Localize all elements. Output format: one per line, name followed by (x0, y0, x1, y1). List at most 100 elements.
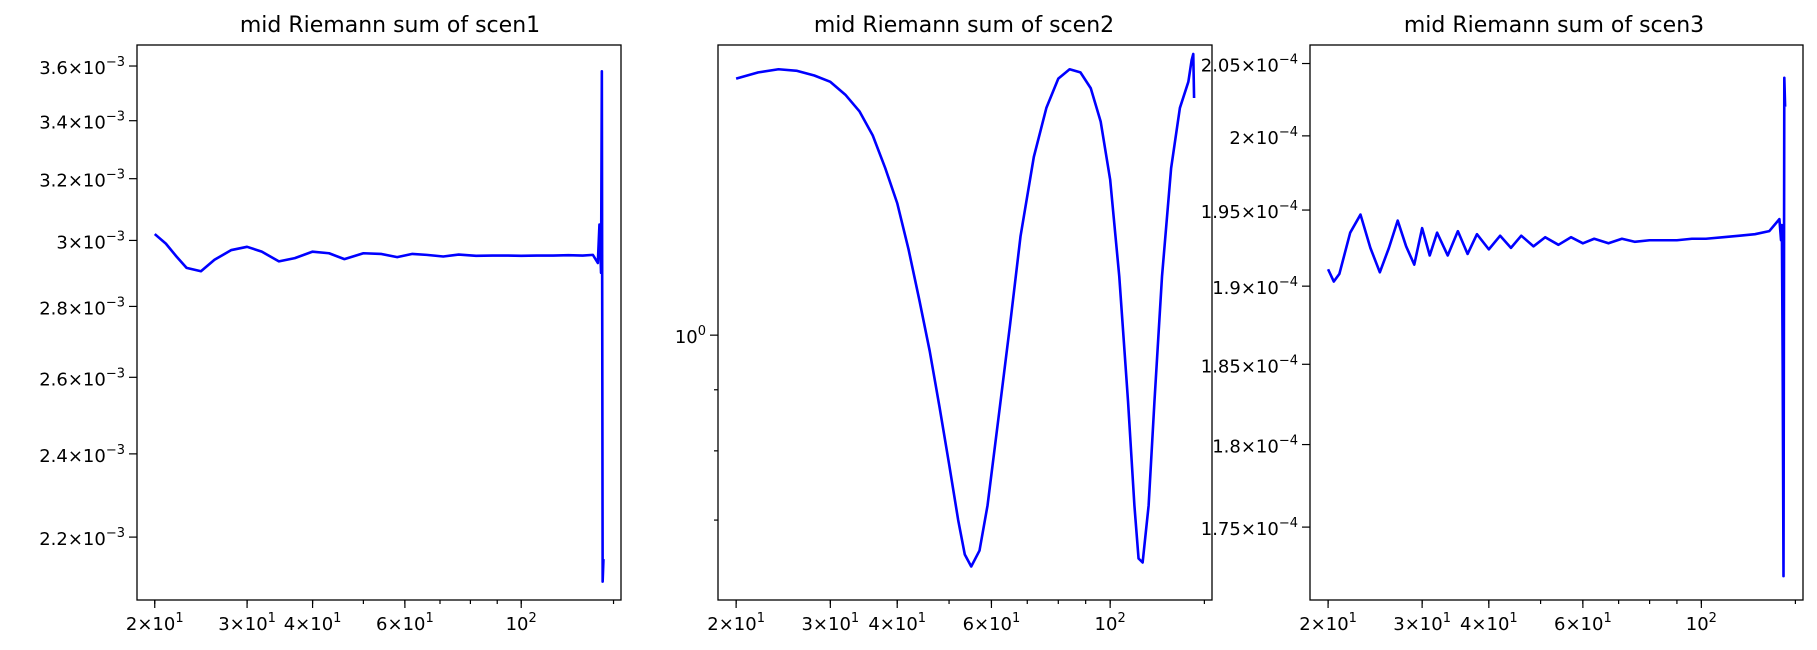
series-line (1326, 76, 1787, 578)
x-tick-label: 4×101 (1460, 611, 1518, 635)
chart-title: mid Riemann sum of scen2 (814, 13, 1114, 38)
x-tick-label-exponent: 1 (1509, 611, 1517, 626)
y-tick-label-base: 3×10 (56, 232, 105, 253)
y-tick-label-exponent: −3 (106, 366, 125, 381)
y-tick-label-base: 2.05×10 (1201, 56, 1279, 77)
y-tick-label-exponent: −3 (106, 55, 125, 70)
subplot-scen2: mid Riemann sum of scen2 2×101 3×101 4×101… (675, 13, 1213, 635)
y-tick-label-exponent: −3 (106, 168, 125, 183)
y-tick-label-exponent: 0 (698, 324, 706, 339)
x-tick-label-base: 3×10 (1393, 614, 1442, 635)
series-line (153, 70, 605, 583)
y-tick-label: 1.95×10−4 (1201, 199, 1298, 223)
y-tick-label-exponent: −4 (1279, 53, 1298, 68)
x-tick-label-base: 10 (1686, 614, 1709, 635)
x-tick-label-exponent: 1 (268, 611, 276, 626)
x-tick-label-exponent: 1 (425, 611, 433, 626)
x-tick-label-exponent: 1 (1443, 611, 1451, 626)
y-tick-label-base: 3.6×10 (39, 58, 106, 79)
x-tick-label-exponent: 1 (757, 611, 765, 626)
y-tick-label: 3×10−3 (56, 229, 125, 253)
x-tick-label: 2×101 (707, 611, 765, 635)
x-tick-label: 3×101 (1393, 611, 1451, 635)
x-tick-label-exponent: 2 (529, 611, 537, 626)
y-tick-label: 3.2×10−3 (39, 168, 125, 192)
x-tick-label-base: 4×10 (1460, 614, 1509, 635)
tick-layer: 2×101 3×101 4×101 6×101 1022.2×10−32.4×10−32… (39, 55, 615, 635)
x-tick-label-base: 4×10 (868, 614, 917, 635)
y-tick-label-base: 2.2×10 (39, 529, 106, 550)
x-tick-label: 2×101 (126, 611, 184, 635)
y-tick-label: 2.05×10−4 (1201, 53, 1298, 77)
y-tick-label: 3.6×10−3 (39, 55, 125, 79)
x-tick-label-base: 4×10 (284, 614, 333, 635)
x-tick-label: 102 (1686, 611, 1717, 635)
y-tick-label-exponent: −4 (1279, 125, 1298, 140)
y-tick-label-exponent: −3 (106, 526, 125, 541)
x-tick-label-exponent: 1 (1012, 611, 1020, 626)
y-tick-label-exponent: −4 (1279, 275, 1298, 290)
x-tick-label: 4×101 (284, 611, 342, 635)
y-tick-label-exponent: −3 (106, 443, 125, 458)
y-tick-label: 2.8×10−3 (39, 295, 125, 319)
x-tick-label-base: 6×10 (1554, 614, 1603, 635)
y-tick-label-exponent: −4 (1279, 434, 1298, 449)
x-tick-label-exponent: 1 (851, 611, 859, 626)
y-tick-label-exponent: −4 (1279, 199, 1298, 214)
y-tick-label: 2.4×10−3 (39, 443, 125, 467)
x-tick-label: 6×101 (376, 611, 434, 635)
x-tick-label-base: 2×10 (1299, 614, 1348, 635)
y-tick-label-base: 10 (675, 327, 698, 348)
y-tick-label: 1.85×10−4 (1201, 353, 1298, 377)
x-tick-label-base: 10 (1095, 614, 1118, 635)
y-tick-label: 2.2×10−3 (39, 526, 125, 550)
y-tick-label-base: 1.75×10 (1201, 519, 1279, 540)
series-line (735, 52, 1196, 568)
chart-title: mid Riemann sum of scen3 (1404, 13, 1704, 38)
x-tick-label-base: 10 (506, 614, 529, 635)
subplot-scen3: mid Riemann sum of scen3 2×101 3×101 4×101… (1201, 13, 1804, 635)
y-tick-label-exponent: −3 (106, 110, 125, 125)
tick-layer: 2×101 3×101 4×101 6×101 1021.75×10−41.8×10−4… (1201, 53, 1796, 635)
x-tick-label-exponent: 1 (1603, 611, 1611, 626)
x-tick-label: 102 (1095, 611, 1126, 635)
x-tick-label: 102 (506, 611, 537, 635)
y-tick-label-base: 1.9×10 (1212, 278, 1279, 299)
x-tick-label-base: 2×10 (707, 614, 756, 635)
x-tick-label-exponent: 2 (1709, 611, 1717, 626)
y-tick-label-base: 1.85×10 (1201, 356, 1279, 377)
x-tick-label-exponent: 2 (1117, 611, 1125, 626)
plot-frame (1309, 44, 1804, 601)
y-tick-label: 2×10−4 (1229, 125, 1298, 149)
x-tick-label-base: 3×10 (801, 614, 850, 635)
y-tick-label-base: 3.2×10 (39, 171, 106, 192)
y-tick-label-exponent: −3 (106, 295, 125, 310)
x-tick-label: 4×101 (868, 611, 926, 635)
y-tick-label-base: 2.4×10 (39, 446, 106, 467)
x-tick-label: 3×101 (218, 611, 276, 635)
y-tick-label-base: 1.8×10 (1212, 437, 1279, 458)
x-tick-label-base: 2×10 (126, 614, 175, 635)
y-tick-label: 2.6×10−3 (39, 366, 125, 390)
y-tick-label-base: 1.95×10 (1201, 202, 1279, 223)
y-tick-label-exponent: −4 (1279, 516, 1298, 531)
x-tick-label-base: 3×10 (218, 614, 267, 635)
x-tick-label-base: 6×10 (963, 614, 1012, 635)
plot-frame (136, 44, 622, 601)
y-tick-label-base: 2.6×10 (39, 369, 106, 390)
x-tick-label: 6×101 (1554, 611, 1612, 635)
y-tick-label-base: 2×10 (1229, 128, 1278, 149)
y-tick-label-base: 2.8×10 (39, 298, 106, 319)
y-tick-label: 100 (675, 324, 706, 348)
x-tick-label: 2×101 (1299, 611, 1357, 635)
y-tick-label: 1.75×10−4 (1201, 516, 1298, 540)
y-tick-label: 3.4×10−3 (39, 110, 125, 134)
y-tick-label-exponent: −4 (1279, 353, 1298, 368)
x-tick-label-base: 6×10 (376, 614, 425, 635)
chart-title: mid Riemann sum of scen1 (240, 13, 540, 38)
x-tick-label: 6×101 (963, 611, 1021, 635)
x-tick-label-exponent: 1 (918, 611, 926, 626)
y-tick-label-exponent: −3 (106, 229, 125, 244)
